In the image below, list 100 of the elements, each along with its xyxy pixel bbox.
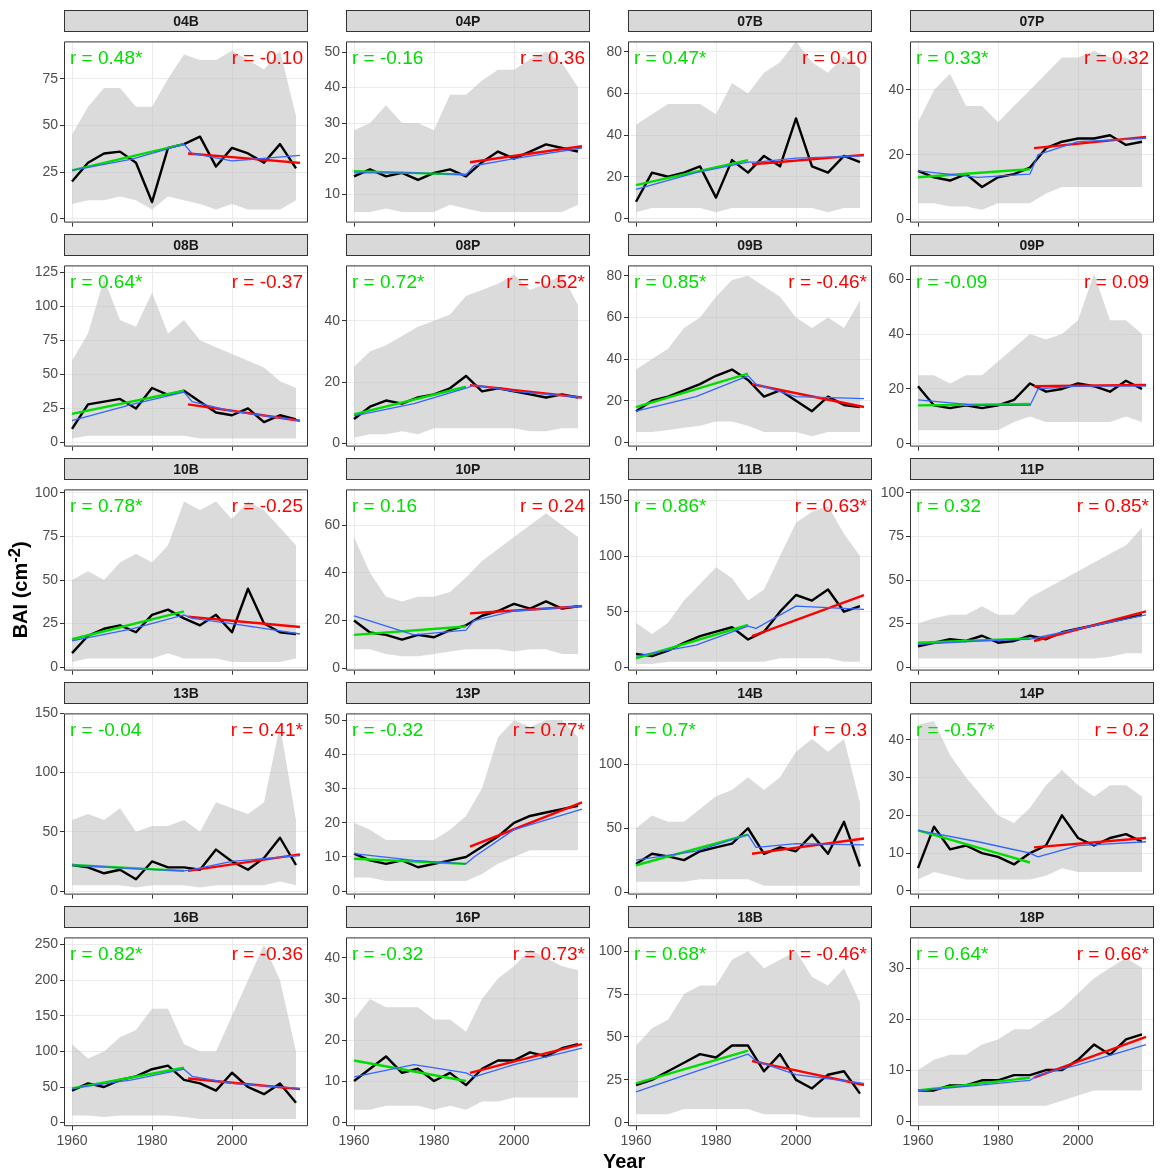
y-tick-label: 10: [888, 1060, 905, 1077]
y-tick-label: 40: [888, 730, 905, 747]
x-tick-label: 1960: [56, 1132, 88, 1149]
annotation: r = -0.04: [70, 719, 142, 741]
annotation: r = 0.10: [802, 47, 867, 69]
annotation: r = -0.09: [916, 271, 988, 293]
y-tick-label: 30: [888, 768, 905, 785]
y-tick-label: 60: [606, 308, 623, 325]
annotation: r = 0.36: [520, 47, 585, 69]
y-tick-label: 50: [606, 602, 623, 619]
annotation: r = 0.68*: [634, 943, 707, 965]
x-tick-label: 2000: [1062, 1132, 1094, 1149]
y-tick-label: 60: [606, 84, 623, 101]
x-tick-label: 2000: [498, 1132, 530, 1149]
y-tick-label: 50: [606, 819, 623, 836]
y-tick-label: 40: [324, 311, 341, 328]
y-tick-label: 20: [888, 1009, 905, 1026]
chart-title: 16B: [64, 906, 308, 928]
y-tick-label: 0: [50, 1113, 59, 1130]
y-tick-label: 0: [332, 434, 341, 451]
y-tick-label: 0: [50, 881, 59, 898]
annotation: r = 0.41*: [230, 719, 304, 741]
y-tick-label: 40: [606, 349, 623, 366]
y-tick-label: 20: [324, 372, 341, 389]
y-tick-label: 40: [888, 80, 905, 97]
y-tick-label: 30: [324, 779, 341, 796]
annotation: r = 0.73*: [512, 943, 586, 965]
annotation: r = -0.46*: [788, 943, 868, 965]
annotation: r = 0.33*: [916, 47, 989, 69]
y-tick-label: 100: [598, 546, 623, 563]
y-tick-label: 75: [888, 527, 905, 544]
x-tick-label: 1980: [700, 1132, 732, 1149]
y-tick-label: 0: [332, 882, 341, 899]
x-tick-label: 1960: [338, 1132, 370, 1149]
annotation: r = 0.86*: [634, 495, 707, 517]
annotation: r = 0.78*: [70, 495, 143, 517]
y-tick-label: 60: [324, 516, 341, 533]
annotation: r = -0.10: [231, 47, 303, 69]
y-tick-label: 50: [42, 116, 59, 133]
chart-title: 18B: [628, 906, 872, 928]
y-tick-label: 0: [50, 209, 59, 226]
annotation: r = -0.46*: [788, 271, 868, 293]
chart-title: 14P: [910, 682, 1154, 704]
y-tick-label: 20: [324, 611, 341, 628]
y-tick-label: 20: [888, 379, 905, 396]
x-axis-title: Year: [603, 1150, 646, 1173]
y-tick-label: 0: [896, 1111, 905, 1128]
chart-title: 07P: [910, 10, 1154, 32]
chart-title: 10B: [64, 458, 308, 480]
x-tick-label: 2000: [780, 1132, 812, 1149]
annotation: r = 0.24: [520, 495, 586, 517]
y-tick-label: 80: [606, 266, 623, 283]
y-tick-label: 20: [888, 806, 905, 823]
y-tick-label: 0: [614, 658, 623, 675]
y-tick-label: 20: [324, 813, 341, 830]
y-tick-label: 25: [888, 614, 905, 631]
y-tick-label: 0: [332, 1112, 341, 1129]
annotation: r = 0.66*: [1076, 943, 1150, 965]
y-tick-label: 30: [888, 958, 905, 975]
chart-title: 11P: [910, 458, 1154, 480]
chart-title: 11B: [628, 458, 872, 480]
annotation: r = -0.36: [231, 943, 303, 965]
y-tick-label: 25: [42, 399, 59, 416]
y-tick-label: 0: [896, 881, 905, 898]
x-tick-label: 1960: [620, 1132, 652, 1149]
annotation: r = 0.16: [352, 495, 417, 517]
chart-title: 08P: [346, 234, 590, 256]
y-tick-label: 100: [34, 763, 59, 780]
annotation: r = -0.32: [352, 719, 424, 741]
annotation: r = 0.63*: [794, 495, 868, 517]
y-tick-label: 0: [896, 434, 905, 451]
annotation: r = 0.32: [1084, 47, 1149, 69]
y-tick-label: 150: [598, 491, 623, 508]
y-tick-label: 10: [324, 1071, 341, 1088]
y-tick-label: 100: [598, 941, 623, 958]
y-tick-label: 60: [888, 269, 905, 286]
y-tick-label: 30: [324, 113, 341, 130]
x-tick-label: 1960: [902, 1132, 934, 1149]
y-tick-label: 20: [888, 145, 905, 162]
y-tick-label: 100: [34, 1042, 59, 1059]
y-tick-label: 25: [606, 1070, 623, 1087]
y-tick-label: 50: [324, 42, 341, 59]
chart-title: 04B: [64, 10, 308, 32]
y-tick-label: 50: [42, 822, 59, 839]
y-tick-label: 0: [896, 210, 905, 227]
y-tick-label: 20: [324, 149, 341, 166]
y-tick-label: 30: [324, 989, 341, 1006]
y-tick-label: 100: [598, 755, 623, 772]
chart-title: 13B: [64, 682, 308, 704]
annotation: r = -0.37: [231, 271, 303, 293]
x-tick-label: 1980: [136, 1132, 168, 1149]
chart-title: 14B: [628, 682, 872, 704]
annotation: r = -0.25: [231, 495, 303, 517]
chart-title: 04P: [346, 10, 590, 32]
y-tick-label: 10: [324, 847, 341, 864]
y-tick-label: 80: [606, 42, 623, 59]
y-tick-label: 75: [42, 331, 59, 348]
y-tick-label: 25: [42, 614, 59, 631]
x-tick-label: 2000: [216, 1132, 248, 1149]
y-tick-label: 100: [34, 297, 59, 314]
